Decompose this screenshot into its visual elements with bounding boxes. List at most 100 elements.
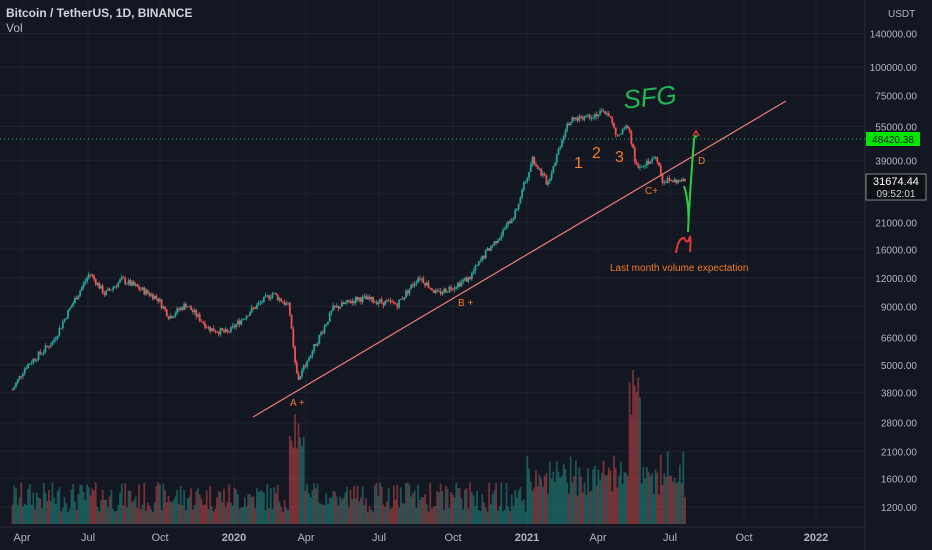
volume-bar	[235, 489, 238, 524]
volume-bar	[659, 454, 662, 524]
volume-bar	[11, 504, 14, 524]
volume-bar	[602, 460, 605, 524]
volume-bar	[535, 469, 537, 524]
candle-body	[306, 360, 309, 367]
candle-body	[16, 379, 19, 383]
wave-3-label: 3	[615, 149, 624, 166]
candle-body	[618, 134, 621, 136]
candle-body	[176, 308, 179, 314]
volume-bar	[124, 483, 127, 524]
volume-bar	[240, 507, 243, 524]
volume-bar	[594, 465, 596, 524]
support-trendline[interactable]	[252, 100, 787, 418]
candle-body	[276, 294, 279, 301]
volume-bar	[670, 476, 673, 524]
candle-body	[470, 273, 473, 279]
volume-bar	[269, 487, 272, 524]
volume-bar	[490, 504, 492, 524]
volume-bar	[429, 482, 432, 524]
candle-body	[153, 295, 156, 300]
volume-bar	[678, 464, 681, 524]
volume-bar	[621, 483, 624, 524]
candle-body	[150, 294, 153, 296]
candle-body	[236, 320, 239, 325]
volume-bar	[396, 484, 399, 524]
candle-body	[342, 302, 345, 305]
candle-body	[656, 157, 659, 163]
volume-bar	[287, 509, 290, 524]
candle-body	[316, 343, 319, 346]
volume-bar	[592, 469, 595, 524]
candle-body	[469, 276, 472, 279]
volume-bar	[193, 505, 196, 524]
volume-bar	[108, 496, 111, 524]
candle-body	[481, 256, 484, 261]
candle-body	[460, 281, 463, 287]
volume-bar	[340, 499, 343, 524]
volume-bar	[464, 489, 466, 524]
candle-body	[677, 180, 680, 183]
candle-body	[282, 301, 284, 303]
candle-body	[186, 306, 189, 308]
candle-body	[25, 368, 28, 370]
volume-bar	[106, 507, 109, 524]
candle-body	[661, 174, 664, 183]
volume-bar	[420, 496, 423, 524]
volume-bar	[649, 476, 652, 524]
volume-bar	[448, 508, 451, 524]
volume-bar	[178, 504, 180, 524]
candle-body	[339, 306, 342, 309]
point-c-label: C+	[645, 186, 658, 197]
volume-bar	[18, 497, 21, 524]
volume-bar	[171, 502, 173, 524]
volume-bar	[167, 496, 170, 524]
candle-body	[68, 307, 71, 310]
candle-body	[191, 310, 194, 313]
volume-bar	[216, 497, 218, 524]
volume-bar	[20, 482, 23, 524]
candle-body	[299, 376, 302, 380]
candle-body	[644, 165, 647, 167]
volume-bar	[573, 476, 576, 524]
candle-body	[441, 292, 444, 295]
candle-body	[665, 181, 667, 183]
volume-bar	[306, 484, 309, 524]
volume-bar	[460, 498, 463, 524]
candle-body	[574, 117, 577, 120]
volume-bar	[169, 501, 172, 524]
volume-bar	[600, 473, 603, 524]
countdown-text: 09:52:01	[877, 189, 916, 200]
candle-body	[202, 321, 205, 324]
volume-bar	[58, 487, 61, 524]
candle-body	[58, 327, 61, 336]
current-price-badge	[865, 173, 927, 201]
volume-bar	[297, 423, 300, 524]
candle-body	[101, 285, 104, 294]
candle-body	[576, 117, 579, 121]
candle-body	[379, 299, 381, 303]
candle-body	[592, 117, 595, 119]
candle-body	[313, 344, 316, 352]
volume-bar	[431, 508, 433, 524]
volume-bar	[635, 392, 638, 524]
price-axis[interactable]: 140000.00 100000.00 75000.00 55000.00 39000.…	[870, 30, 918, 514]
volume-bar	[562, 463, 565, 524]
candle-body	[526, 178, 529, 182]
candle-body	[555, 154, 558, 163]
volume-bar	[119, 493, 121, 524]
time-axis[interactable]: Apr Jul Oct 2020 Apr Jul Oct 2021 Apr Jul Oct 2022	[13, 532, 828, 544]
candle-body	[204, 323, 206, 328]
volume-bar	[327, 503, 329, 524]
candle-body	[458, 282, 461, 287]
volume-bar	[23, 503, 26, 524]
candle-body	[583, 115, 586, 120]
candle-body	[365, 296, 368, 300]
price-tick-label: 2800.00	[881, 419, 918, 430]
volume-bar	[477, 510, 480, 524]
price-tick-label: 3800.00	[881, 388, 918, 399]
volume-bar	[54, 504, 57, 524]
volume-bar	[261, 490, 264, 524]
volume-bar	[266, 484, 269, 524]
volume-bar	[470, 492, 473, 524]
